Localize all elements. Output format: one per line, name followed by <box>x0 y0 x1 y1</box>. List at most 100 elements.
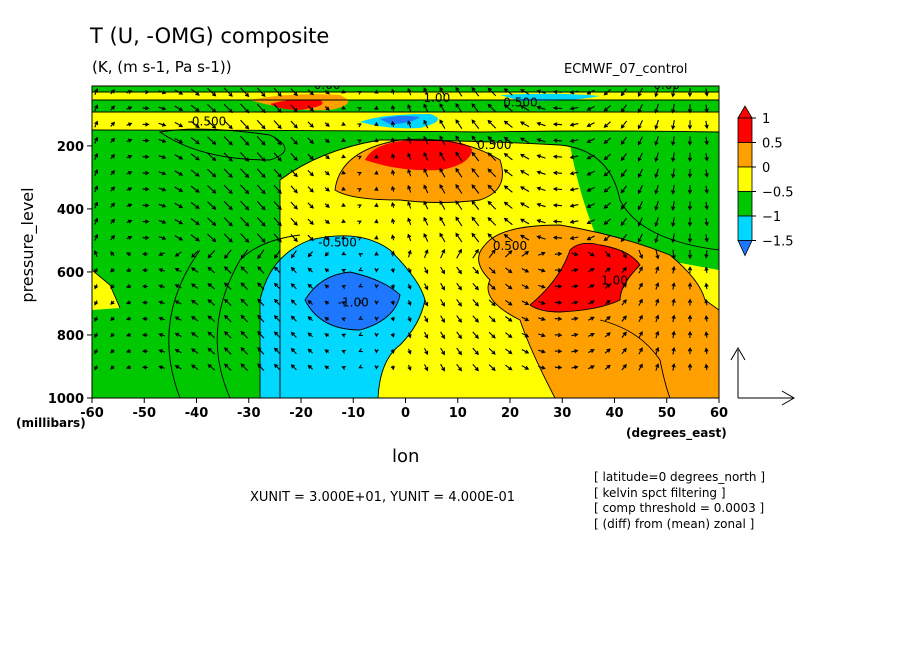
wind-arrow-icon <box>357 123 362 128</box>
wind-arrow-icon <box>472 282 479 291</box>
wind-arrow-icon <box>439 151 446 162</box>
wind-arrow-icon <box>471 184 480 194</box>
wind-arrow-icon <box>94 300 99 306</box>
wind-arrow-icon <box>569 187 579 192</box>
wind-arrow-icon <box>158 268 165 273</box>
wind-arrow-icon <box>94 201 99 209</box>
wind-arrow-icon <box>207 282 216 290</box>
wind-arrow-icon <box>273 87 282 97</box>
wind-arrow-icon <box>110 218 116 224</box>
wind-arrow-icon <box>207 87 217 97</box>
wind-arrow-icon <box>110 121 116 127</box>
wind-arrow-icon <box>505 332 513 338</box>
wind-arrow-icon <box>536 186 546 192</box>
wind-arrow-icon <box>521 365 530 370</box>
wind-arrow-icon <box>536 89 546 94</box>
wind-arrow-icon <box>687 168 693 179</box>
wind-arrow-icon <box>520 170 530 176</box>
wind-arrow-icon <box>407 348 412 355</box>
wind-arrow-icon <box>223 168 233 178</box>
wind-arrow-icon <box>620 120 628 129</box>
wind-arrow-icon <box>439 216 446 227</box>
wind-arrow-icon <box>240 249 249 260</box>
wind-arrow-icon <box>687 347 693 355</box>
wind-arrow-icon <box>569 106 579 111</box>
wind-arrow-icon <box>655 330 660 339</box>
wind-arrow-icon <box>423 232 429 242</box>
wind-arrow-icon <box>407 233 412 242</box>
wind-arrow-icon <box>374 300 379 305</box>
wind-arrow-icon <box>671 87 676 98</box>
wind-arrow-icon <box>637 168 643 179</box>
y-tick-label: 600 <box>57 266 84 281</box>
wind-arrow-icon <box>324 365 329 370</box>
contour-label: 0.500 <box>493 239 527 253</box>
wind-arrow-icon <box>621 250 627 259</box>
wind-arrow-icon <box>586 122 595 127</box>
wind-arrow-icon <box>290 234 298 243</box>
wind-arrow-icon <box>341 105 346 110</box>
wind-arrow-icon <box>604 283 611 289</box>
wind-arrow-icon <box>554 332 563 338</box>
wind-arrow-icon <box>440 266 445 275</box>
wind-arrow-icon <box>126 300 132 305</box>
wind-arrow-icon <box>554 251 563 257</box>
colorbar: 1 0.5 0 −0.5 −1 −1.5 <box>737 105 794 257</box>
colorbar-segment <box>737 166 753 192</box>
wind-arrow-icon <box>190 332 199 338</box>
wind-arrow-icon <box>552 219 563 224</box>
wind-arrow-icon <box>390 104 396 111</box>
wind-arrow-icon <box>110 137 116 143</box>
wind-arrow-icon <box>307 105 314 112</box>
wind-arrow-icon <box>569 235 579 241</box>
wind-arrow-icon <box>126 171 133 176</box>
wind-arrow-icon <box>240 200 250 211</box>
wind-arrow-icon <box>273 168 282 178</box>
wind-arrow-icon <box>488 283 496 290</box>
wind-arrow-icon <box>126 122 133 127</box>
wind-arrow-icon <box>520 202 530 209</box>
wind-arrow-icon <box>704 88 709 97</box>
wind-arrow-icon <box>207 363 216 371</box>
colorbar-bottom-arrow-icon <box>737 240 753 257</box>
wind-arrow-icon <box>586 186 595 192</box>
wind-arrow-icon <box>638 314 643 323</box>
wind-arrow-icon <box>390 349 395 355</box>
wind-arrow-icon <box>603 105 611 112</box>
wind-arrow-icon <box>240 152 250 162</box>
wind-arrow-icon <box>158 90 167 95</box>
wind-arrow-icon <box>158 155 167 160</box>
wind-arrow-icon <box>571 300 579 305</box>
wind-arrow-icon <box>273 201 282 211</box>
wind-arrow-icon <box>654 152 659 163</box>
colorbar-segment <box>737 142 753 168</box>
wind-arrow-icon <box>94 316 99 322</box>
wind-arrow-icon <box>273 331 281 339</box>
wind-arrow-icon <box>290 331 297 338</box>
wind-arrow-icon <box>142 170 150 176</box>
wind-arrow-icon <box>520 186 530 192</box>
wind-arrow-icon <box>126 106 133 111</box>
wind-arrow-icon <box>704 136 709 146</box>
wind-arrow-icon <box>324 203 330 208</box>
wind-arrow-icon <box>671 136 676 147</box>
wind-arrow-icon <box>655 282 660 290</box>
wind-arrow-icon <box>257 330 265 339</box>
wind-arrow-icon <box>587 349 595 354</box>
wind-arrow-icon <box>158 284 165 289</box>
wind-arrow-icon <box>671 249 676 260</box>
wind-arrow-icon <box>256 168 266 179</box>
wind-arrow-icon <box>538 300 546 305</box>
wind-arrow-icon <box>704 363 709 371</box>
wind-arrow-icon <box>423 168 429 178</box>
wind-arrow-icon <box>307 251 314 258</box>
wind-arrow-icon <box>374 170 379 175</box>
wind-arrow-icon <box>390 88 396 95</box>
wind-arrow-icon <box>687 249 693 260</box>
wind-arrow-icon <box>671 282 676 290</box>
wind-arrow-icon <box>341 251 346 256</box>
wind-arrow-icon <box>439 167 446 178</box>
wind-arrow-icon <box>620 104 628 113</box>
wind-arrow-icon <box>704 347 709 354</box>
